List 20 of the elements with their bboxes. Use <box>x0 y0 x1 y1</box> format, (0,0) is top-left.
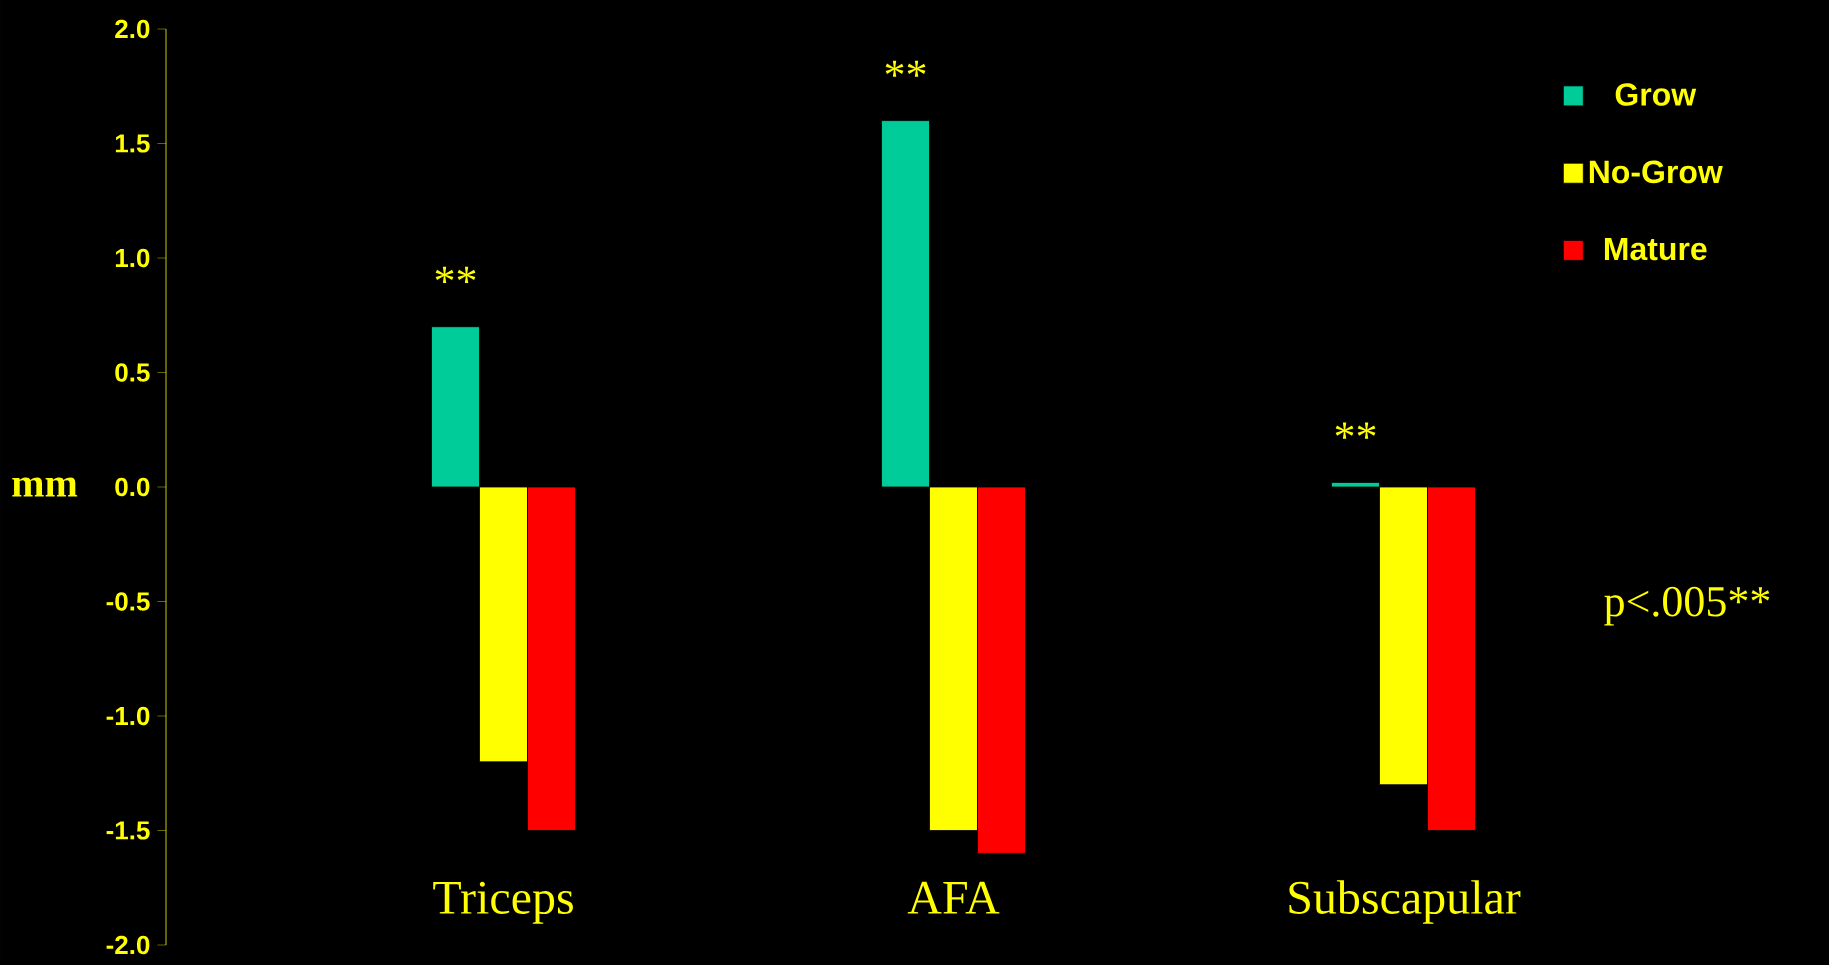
annotation: ** <box>885 60 926 77</box>
y-tick-label: 0.0 <box>115 477 150 497</box>
y-axis-title: mm <box>12 477 78 497</box>
legend-label: Mature <box>1604 237 1707 261</box>
legend-label: Grow <box>1615 83 1697 106</box>
y-tick-label: -0.5 <box>106 592 150 611</box>
x-tick-label: AFA <box>907 881 1000 914</box>
annotation: ** <box>1335 422 1376 439</box>
y-tick-label: 1.5 <box>115 134 150 153</box>
annotation: p<.005** <box>1604 586 1770 626</box>
y-tick-label: -1.0 <box>106 706 150 726</box>
x-tick-label: Subscapular <box>1289 880 1521 924</box>
y-tick-label: 0.5 <box>115 363 150 382</box>
y-tick-label: 1.0 <box>115 248 150 268</box>
y-tick-label: 2.0 <box>115 19 150 39</box>
y-tick-label: -1.5 <box>106 821 150 840</box>
y-tick-label: -2.0 <box>106 935 150 955</box>
annotation: ** <box>435 266 476 283</box>
legend-label: No-Grow <box>1589 160 1723 184</box>
x-tick-label: Triceps <box>433 881 573 924</box>
